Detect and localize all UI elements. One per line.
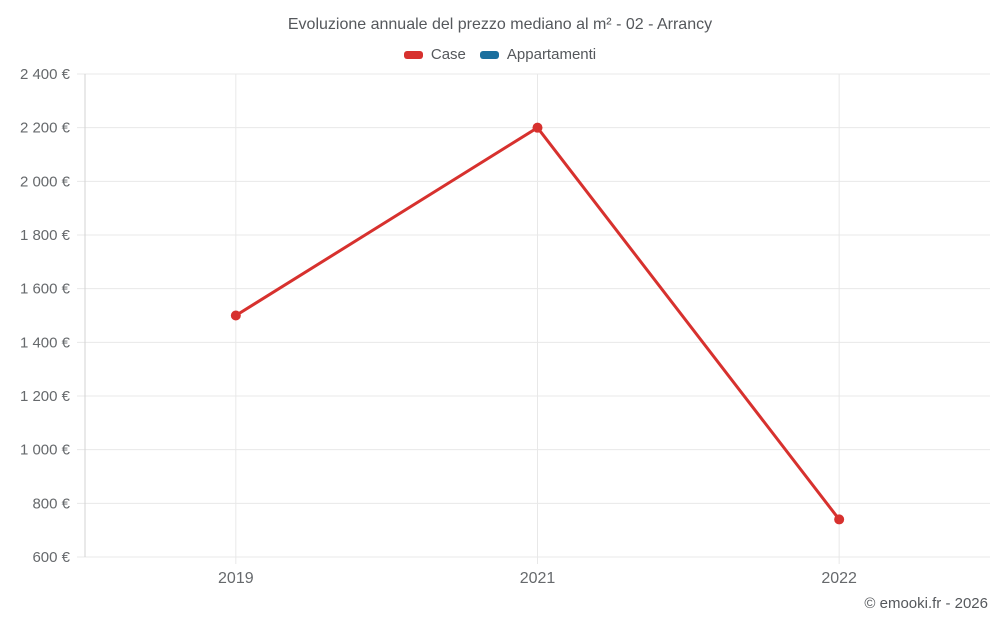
y-axis-tick-label: 2 200 € <box>20 120 71 137</box>
copyright-footer: © emooki.fr - 2026 <box>864 595 988 612</box>
chart-title: Evoluzione annuale del prezzo mediano al… <box>287 16 713 33</box>
y-axis-tick-label: 1 800 € <box>20 227 71 244</box>
legend-label-case: Case <box>430 46 466 63</box>
y-axis-tick-label: 2 400 € <box>20 66 71 83</box>
data-point-case-2022 <box>834 514 845 525</box>
x-axis-tick-label: 2022 <box>821 570 857 587</box>
y-axis-tick-label: 800 € <box>32 495 70 512</box>
y-axis-tick-label: 1 400 € <box>20 334 71 351</box>
legend-swatch-case-icon <box>403 50 423 59</box>
legend-item-case: Case <box>403 46 466 63</box>
y-axis-tick-label: 600 € <box>32 549 70 566</box>
y-axis-tick-label: 1 600 € <box>20 281 71 298</box>
legend-item-appartamenti: Appartamenti <box>479 46 597 63</box>
chart-legend: Case Appartamenti <box>0 46 1000 63</box>
x-axis-tick-label: 2019 <box>218 570 254 587</box>
legend-swatch-appartamenti-icon <box>479 50 499 59</box>
y-axis-tick-label: 1 200 € <box>20 388 71 405</box>
x-axis-tick-label: 2021 <box>520 570 556 587</box>
data-point-case-2019 <box>230 310 241 321</box>
y-axis-tick-label: 2 000 € <box>20 173 71 190</box>
data-point-case-2021 <box>532 122 543 133</box>
y-axis-tick-label: 1 000 € <box>20 442 71 459</box>
legend-label-appartamenti: Appartamenti <box>506 46 597 63</box>
